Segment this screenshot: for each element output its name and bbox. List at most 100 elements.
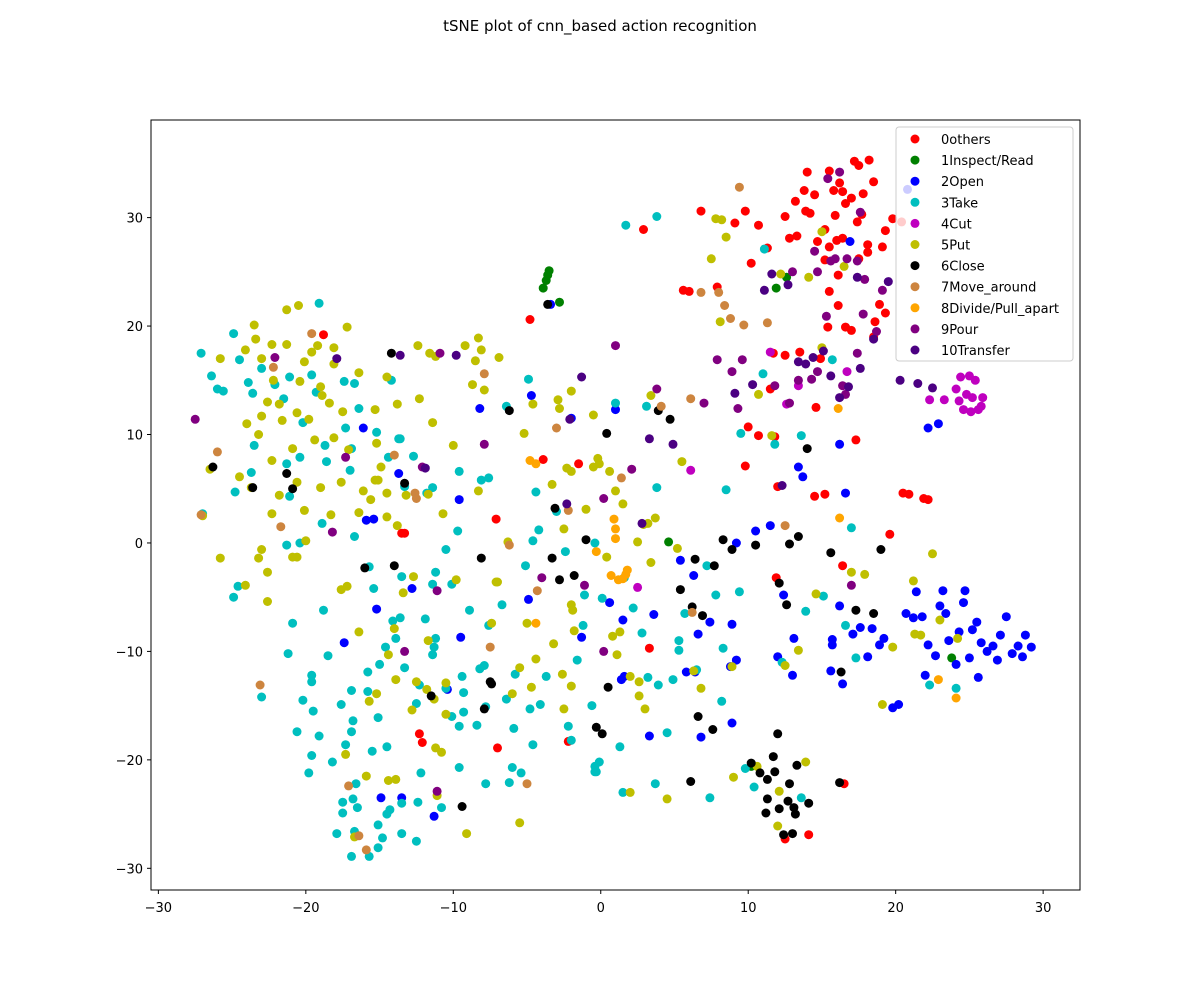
data-point xyxy=(759,244,769,254)
data-point xyxy=(639,225,648,234)
data-point xyxy=(804,272,814,282)
data-point xyxy=(611,524,620,534)
data-point xyxy=(526,391,536,400)
data-point xyxy=(841,199,850,208)
data-point xyxy=(867,624,877,634)
data-point xyxy=(609,514,619,524)
data-point xyxy=(476,475,486,485)
data-point xyxy=(652,384,662,394)
data-point xyxy=(801,606,811,616)
data-point xyxy=(612,650,622,660)
data-point xyxy=(970,375,980,385)
data-point xyxy=(277,415,287,425)
data-point xyxy=(774,786,784,796)
data-point xyxy=(644,643,654,653)
data-point xyxy=(319,605,328,615)
series-6 xyxy=(208,299,886,840)
data-point xyxy=(982,646,992,656)
data-point xyxy=(590,767,600,777)
data-point xyxy=(761,808,771,818)
data-point xyxy=(717,696,727,706)
data-point xyxy=(964,653,974,663)
data-point xyxy=(288,552,298,562)
data-point xyxy=(858,189,868,199)
data-point xyxy=(313,341,323,351)
data-point xyxy=(521,561,530,571)
data-point xyxy=(485,677,495,687)
data-point xyxy=(354,368,364,378)
data-point xyxy=(653,680,663,690)
data-point xyxy=(869,334,879,344)
data-point xyxy=(802,444,812,454)
data-point xyxy=(795,347,805,357)
data-point xyxy=(644,434,654,444)
data-point xyxy=(537,573,547,583)
data-point xyxy=(516,768,526,778)
data-point xyxy=(793,375,803,385)
data-point xyxy=(307,329,317,339)
data-point xyxy=(369,514,379,524)
data-point xyxy=(748,380,758,390)
data-point xyxy=(790,196,800,206)
data-point xyxy=(628,603,638,613)
series-0 xyxy=(319,155,933,844)
data-point xyxy=(295,376,305,386)
legend-frame xyxy=(895,126,1074,362)
data-point xyxy=(668,439,678,449)
data-point xyxy=(928,383,937,393)
data-point xyxy=(304,768,314,778)
data-point xyxy=(341,452,351,462)
data-point xyxy=(973,672,983,682)
y-axis: −30 −20 −10 0 10 20 30 xyxy=(116,212,151,877)
data-point xyxy=(515,663,525,673)
data-point xyxy=(876,545,886,554)
data-point xyxy=(319,330,328,340)
data-point xyxy=(611,486,620,496)
y-tick-label: 20 xyxy=(126,320,143,335)
data-point xyxy=(686,394,696,404)
data-point xyxy=(581,535,591,545)
data-point xyxy=(559,524,569,534)
data-point xyxy=(457,671,467,681)
data-point xyxy=(729,772,738,782)
data-point xyxy=(563,721,573,731)
data-point xyxy=(326,510,336,520)
data-point xyxy=(299,357,309,367)
data-point xyxy=(397,798,407,808)
data-point xyxy=(395,434,405,444)
y-tick-label: −30 xyxy=(116,862,143,877)
data-point xyxy=(824,166,834,176)
data-point xyxy=(441,709,451,719)
data-point xyxy=(923,495,933,505)
data-point xyxy=(904,489,914,499)
data-point xyxy=(307,670,317,680)
data-point xyxy=(864,155,874,165)
data-point xyxy=(869,177,879,187)
data-point xyxy=(383,776,393,785)
data-point xyxy=(634,691,644,701)
data-point xyxy=(699,398,709,408)
data-point xyxy=(854,161,864,170)
data-point xyxy=(721,232,731,242)
data-point xyxy=(288,444,298,454)
data-point xyxy=(951,659,961,669)
data-point xyxy=(397,572,407,582)
data-point xyxy=(416,768,426,778)
data-point xyxy=(459,688,469,698)
data-point xyxy=(594,459,604,469)
data-point xyxy=(347,686,356,695)
data-point xyxy=(879,633,889,643)
data-point xyxy=(386,348,396,358)
data-point xyxy=(285,491,295,501)
data-point xyxy=(870,317,880,327)
data-point xyxy=(616,473,626,483)
data-point xyxy=(820,489,830,499)
data-point xyxy=(783,796,793,806)
data-point xyxy=(332,829,342,839)
data-point xyxy=(640,704,650,714)
data-point xyxy=(802,167,812,177)
data-point xyxy=(793,532,803,541)
series-1 xyxy=(538,266,957,771)
data-point xyxy=(423,489,433,499)
data-point xyxy=(768,752,778,762)
